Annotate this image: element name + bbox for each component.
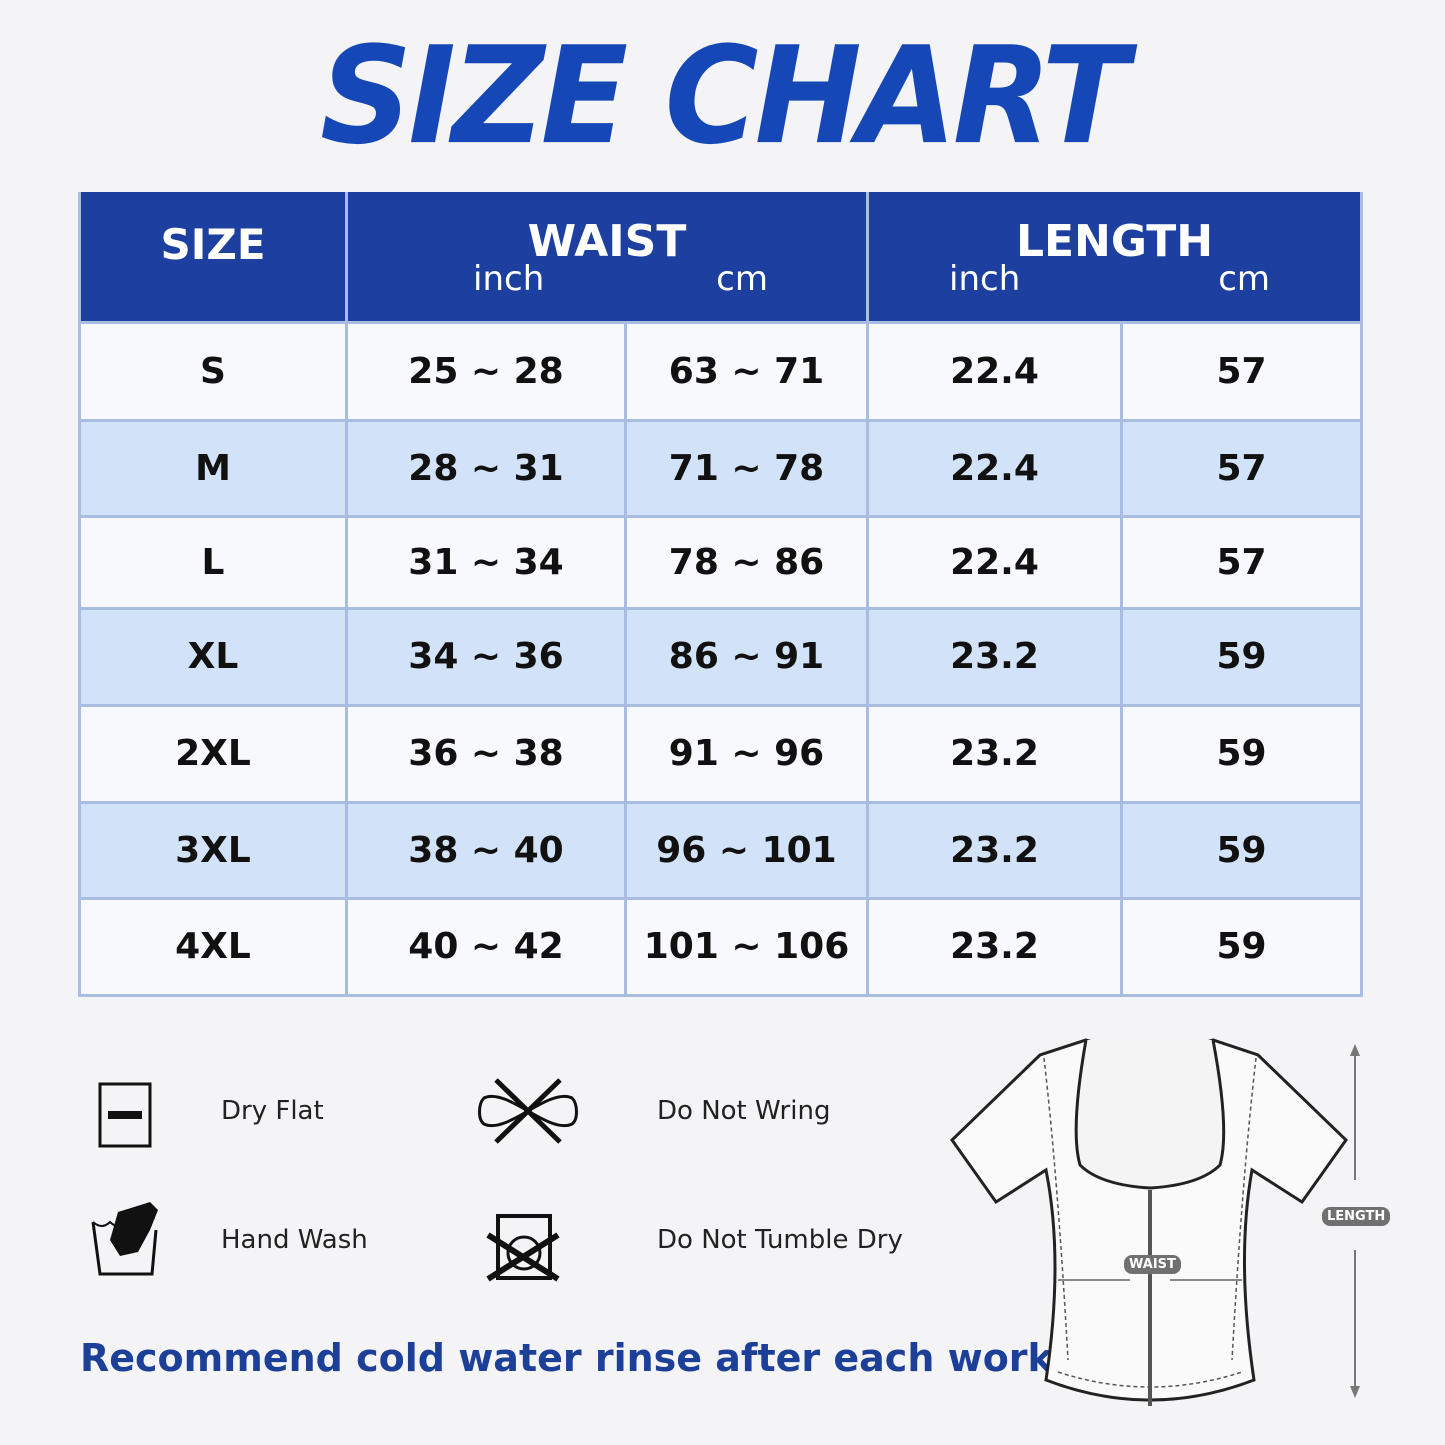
cell-size: 4XL: [78, 896, 348, 997]
care-note: Recommend cold water rinse after each wo…: [80, 1336, 1138, 1380]
table-row: M 28 ~ 31 71 ~ 78 22.4 57: [78, 418, 1364, 518]
cell-length-cm: 57: [1119, 514, 1364, 610]
cell-waist-cm: 96 ~ 101: [624, 800, 869, 900]
cell-size: L: [78, 514, 348, 610]
table-row: L 31 ~ 34 78 ~ 86 22.4 57: [78, 514, 1364, 610]
header-size: SIZE: [78, 192, 348, 324]
cell-length-cm: 59: [1119, 703, 1364, 804]
length-cm-label: cm: [1218, 258, 1271, 299]
dry-flat-icon: [98, 1082, 152, 1148]
table-row: 2XL 36 ~ 38 91 ~ 96 23.2 59: [78, 703, 1364, 804]
table-row: XL 34 ~ 36 86 ~ 91 23.2 59: [78, 606, 1364, 707]
cell-waist-inch: 28 ~ 31: [345, 418, 627, 518]
cell-waist-cm: 63 ~ 71: [624, 320, 869, 422]
cell-length-inch: 23.2: [866, 800, 1123, 900]
cell-waist-cm: 71 ~ 78: [624, 418, 869, 518]
cell-waist-inch: 40 ~ 42: [345, 896, 627, 997]
table-header: SIZE WAIST inch cm LENGTH inch cm: [78, 192, 1364, 324]
waist-label: WAIST: [1124, 1255, 1181, 1274]
size-header-label: SIZE: [160, 220, 266, 269]
cell-length-inch: 23.2: [866, 703, 1123, 804]
length-inch-label: inch: [949, 258, 1021, 299]
do-not-tumble-dry-icon: [486, 1214, 560, 1282]
cell-length-cm: 59: [1119, 800, 1364, 900]
cell-size: S: [78, 320, 348, 422]
care-label-do-not-tumble-dry: Do Not Tumble Dry: [657, 1225, 903, 1255]
waist-inch-label: inch: [473, 258, 545, 299]
cell-waist-inch: 38 ~ 40: [345, 800, 627, 900]
cell-length-cm: 57: [1119, 418, 1364, 518]
cell-size: 2XL: [78, 703, 348, 804]
cell-waist-cm: 78 ~ 86: [624, 514, 869, 610]
table-row: S 25 ~ 28 63 ~ 71 22.4 57: [78, 320, 1364, 422]
cell-waist-inch: 34 ~ 36: [345, 606, 627, 707]
garment-diagram: [950, 1038, 1360, 1406]
care-label-do-not-wring: Do Not Wring: [657, 1096, 831, 1126]
care-label-hand-wash: Hand Wash: [221, 1225, 368, 1255]
cell-waist-inch: 31 ~ 34: [345, 514, 627, 610]
waist-header-label: WAIST: [527, 216, 687, 267]
header-waist: WAIST inch cm: [345, 192, 869, 324]
cell-size: 3XL: [78, 800, 348, 900]
table-row: 3XL 38 ~ 40 96 ~ 101 23.2 59: [78, 800, 1364, 900]
cell-waist-inch: 25 ~ 28: [345, 320, 627, 422]
cell-waist-cm: 91 ~ 96: [624, 703, 869, 804]
waist-cm-label: cm: [716, 258, 768, 299]
cell-length-cm: 57: [1119, 320, 1364, 422]
table-row: 4XL 40 ~ 42 101 ~ 106 23.2 59: [78, 896, 1364, 997]
do-not-wring-icon: [478, 1078, 578, 1144]
cell-length-inch: 22.4: [866, 514, 1123, 610]
cell-length-cm: 59: [1119, 606, 1364, 707]
length-label: LENGTH: [1322, 1207, 1391, 1226]
cell-length-inch: 22.4: [866, 418, 1123, 518]
cell-length-inch: 23.2: [866, 606, 1123, 707]
cell-size: M: [78, 418, 348, 518]
length-header-label: LENGTH: [1015, 216, 1214, 267]
page-title: SIZE CHART: [320, 18, 1129, 175]
header-length: LENGTH inch cm: [865, 192, 1364, 324]
cell-waist-cm: 101 ~ 106: [624, 896, 869, 997]
cell-size: XL: [78, 606, 348, 707]
size-table: SIZE WAIST inch cm LENGTH inch cm S 25 ~ …: [78, 192, 1364, 997]
care-label-dry-flat: Dry Flat: [221, 1096, 324, 1126]
cell-waist-inch: 36 ~ 38: [345, 703, 627, 804]
cell-length-inch: 23.2: [866, 896, 1123, 997]
cell-waist-cm: 86 ~ 91: [624, 606, 869, 707]
hand-wash-icon: [91, 1202, 158, 1276]
cell-length-inch: 22.4: [866, 320, 1123, 422]
cell-length-cm: 59: [1119, 896, 1364, 997]
